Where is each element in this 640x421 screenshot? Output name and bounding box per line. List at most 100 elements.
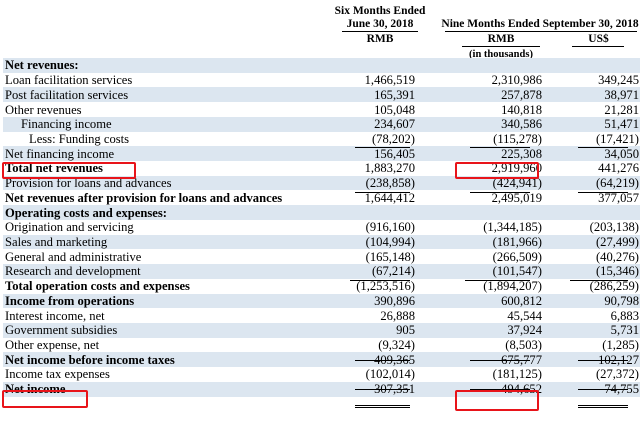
- value-nine-months-usd: (203,138): [542, 220, 640, 235]
- value-six-months-rmb: (67,214): [315, 264, 415, 279]
- value-nine-months-rmb: 45,544: [415, 308, 542, 323]
- value-nine-months-usd: 5,731: [542, 323, 640, 338]
- row-label: Net income before income taxes: [3, 352, 315, 367]
- value-nine-months-rmb: 340,586: [415, 117, 542, 132]
- col3-currency: US$: [560, 33, 637, 46]
- subtotal-rule: [470, 192, 530, 193]
- value-six-months-rmb: [315, 58, 415, 73]
- value-nine-months-usd: [542, 58, 640, 73]
- col1-header-line2: June 30, 2018: [325, 18, 435, 31]
- value-nine-months-usd: (1,285): [542, 338, 640, 353]
- value-six-months-rmb: (9,324): [315, 338, 415, 353]
- row-label: Less: Funding costs: [3, 132, 315, 147]
- row-label: Income from operations: [3, 294, 315, 309]
- col2-currency: RMB: [445, 33, 557, 46]
- row-label: Other revenues: [3, 102, 315, 117]
- value-nine-months-usd: (17,421): [542, 132, 640, 147]
- table-row: Financing income 234,607 340,586 51,471: [3, 117, 640, 132]
- value-six-months-rmb: 1,466,519: [315, 73, 415, 88]
- value-six-months-rmb: 156,405: [315, 146, 415, 161]
- value-nine-months-usd: 90,798: [542, 294, 640, 309]
- value-six-months-rmb: 1,883,270: [315, 161, 415, 176]
- value-nine-months-rmb: [415, 205, 542, 220]
- subtotal-rule: [355, 147, 410, 148]
- value-six-months-rmb: 26,888: [315, 308, 415, 323]
- row-label: Net revenues:: [3, 58, 315, 73]
- value-six-months-rmb: (238,858): [315, 176, 415, 191]
- value-six-months-rmb: 905: [315, 323, 415, 338]
- col3-currency-rule: [572, 46, 624, 47]
- col23-header-title: Nine Months Ended September 30, 2018: [440, 18, 640, 31]
- value-nine-months-usd: (27,372): [542, 367, 640, 382]
- table-row: Interest income, net 26,888 45,544 6,883: [3, 308, 640, 323]
- table-row: Other expense, net (9,324) (8,503) (1,28…: [3, 338, 640, 353]
- row-label: Income tax expenses: [3, 367, 315, 382]
- row-label: Total operation costs and expenses: [3, 279, 315, 294]
- value-nine-months-rmb: 600,812: [415, 294, 542, 309]
- col1-header-rule: [342, 31, 418, 32]
- value-nine-months-rmb: (266,509): [415, 249, 542, 264]
- highlight-total-net-revenues-value: [455, 162, 539, 179]
- row-label: Loan facilitation services: [3, 73, 315, 88]
- subtotal-rule: [350, 280, 410, 281]
- table-row: Net revenues:: [3, 58, 640, 73]
- subtotal-rule: [578, 192, 628, 193]
- highlight-net-income-value: [455, 390, 539, 411]
- table-row: Income tax expenses (102,014) (181,125) …: [3, 367, 640, 382]
- value-nine-months-usd: (27,499): [542, 235, 640, 250]
- row-label: Research and development: [3, 264, 315, 279]
- row-label: Operating costs and expenses:: [3, 205, 315, 220]
- value-six-months-rmb: (165,148): [315, 249, 415, 264]
- value-nine-months-usd: 349,245: [542, 73, 640, 88]
- subtotal-rule: [578, 389, 628, 390]
- value-six-months-rmb: 165,391: [315, 87, 415, 102]
- subtotal-rule: [470, 360, 530, 361]
- row-label: Government subsidies: [3, 323, 315, 338]
- subtotal-rule: [355, 192, 410, 193]
- value-nine-months-rmb: 2,310,986: [415, 73, 542, 88]
- table-row: Loan facilitation services 1,466,519 2,3…: [3, 73, 640, 88]
- value-six-months-rmb: 234,607: [315, 117, 415, 132]
- subtotal-rule: [570, 280, 628, 281]
- table-row: Net financing income 156,405 225,308 34,…: [3, 146, 640, 161]
- table-row: Net revenues after provision for loans a…: [3, 190, 640, 205]
- value-six-months-rmb: (104,994): [315, 235, 415, 250]
- subtotal-rule: [578, 147, 628, 148]
- row-label: Net revenues after provision for loans a…: [3, 190, 315, 205]
- table-row: Origination and servicing (916,160) (1,3…: [3, 220, 640, 235]
- row-label: Origination and servicing: [3, 220, 315, 235]
- value-nine-months-usd: [542, 205, 640, 220]
- table-row: Less: Funding costs (78,202) (115,278) (…: [3, 132, 640, 147]
- highlight-net-income-label: [2, 390, 88, 408]
- value-nine-months-rmb: 37,924: [415, 323, 542, 338]
- table-row: Government subsidies 905 37,924 5,731: [3, 323, 640, 338]
- value-nine-months-usd: (15,346): [542, 264, 640, 279]
- subtotal-rule: [465, 280, 530, 281]
- table-row: Other revenues 105,048 140,818 21,281: [3, 102, 640, 117]
- row-label: Post facilitation services: [3, 87, 315, 102]
- value-six-months-rmb: (102,014): [315, 367, 415, 382]
- table-row: Income from operations 390,896 600,812 9…: [3, 294, 640, 309]
- value-nine-months-rmb: (181,966): [415, 235, 542, 250]
- row-label: Net financing income: [3, 146, 315, 161]
- value-nine-months-rmb: (115,278): [415, 132, 542, 147]
- total-double-rule: [355, 405, 410, 406]
- table-row: Sales and marketing (104,994) (181,966) …: [3, 235, 640, 250]
- value-nine-months-usd: 38,971: [542, 87, 640, 102]
- value-nine-months-rmb: (1,344,185): [415, 220, 542, 235]
- col1-currency: RMB: [325, 33, 435, 46]
- subtotal-rule: [578, 360, 628, 361]
- table-row: Net income before income taxes 409,365 6…: [3, 352, 640, 367]
- value-six-months-rmb: 390,896: [315, 294, 415, 309]
- value-nine-months-usd: 34,050: [542, 146, 640, 161]
- total-double-rule: [355, 407, 410, 408]
- total-double-rule: [578, 405, 628, 406]
- subtotal-rule: [355, 389, 410, 390]
- table-row: Net income 307,351 494,652 74,755: [3, 382, 640, 397]
- value-nine-months-rmb: (8,503): [415, 338, 542, 353]
- table-row: Operating costs and expenses:: [3, 205, 640, 220]
- table-row: Post facilitation services 165,391 257,8…: [3, 87, 640, 102]
- col2-currency-rule: [462, 46, 540, 47]
- total-double-rule: [578, 407, 628, 408]
- value-nine-months-rmb: 140,818: [415, 102, 542, 117]
